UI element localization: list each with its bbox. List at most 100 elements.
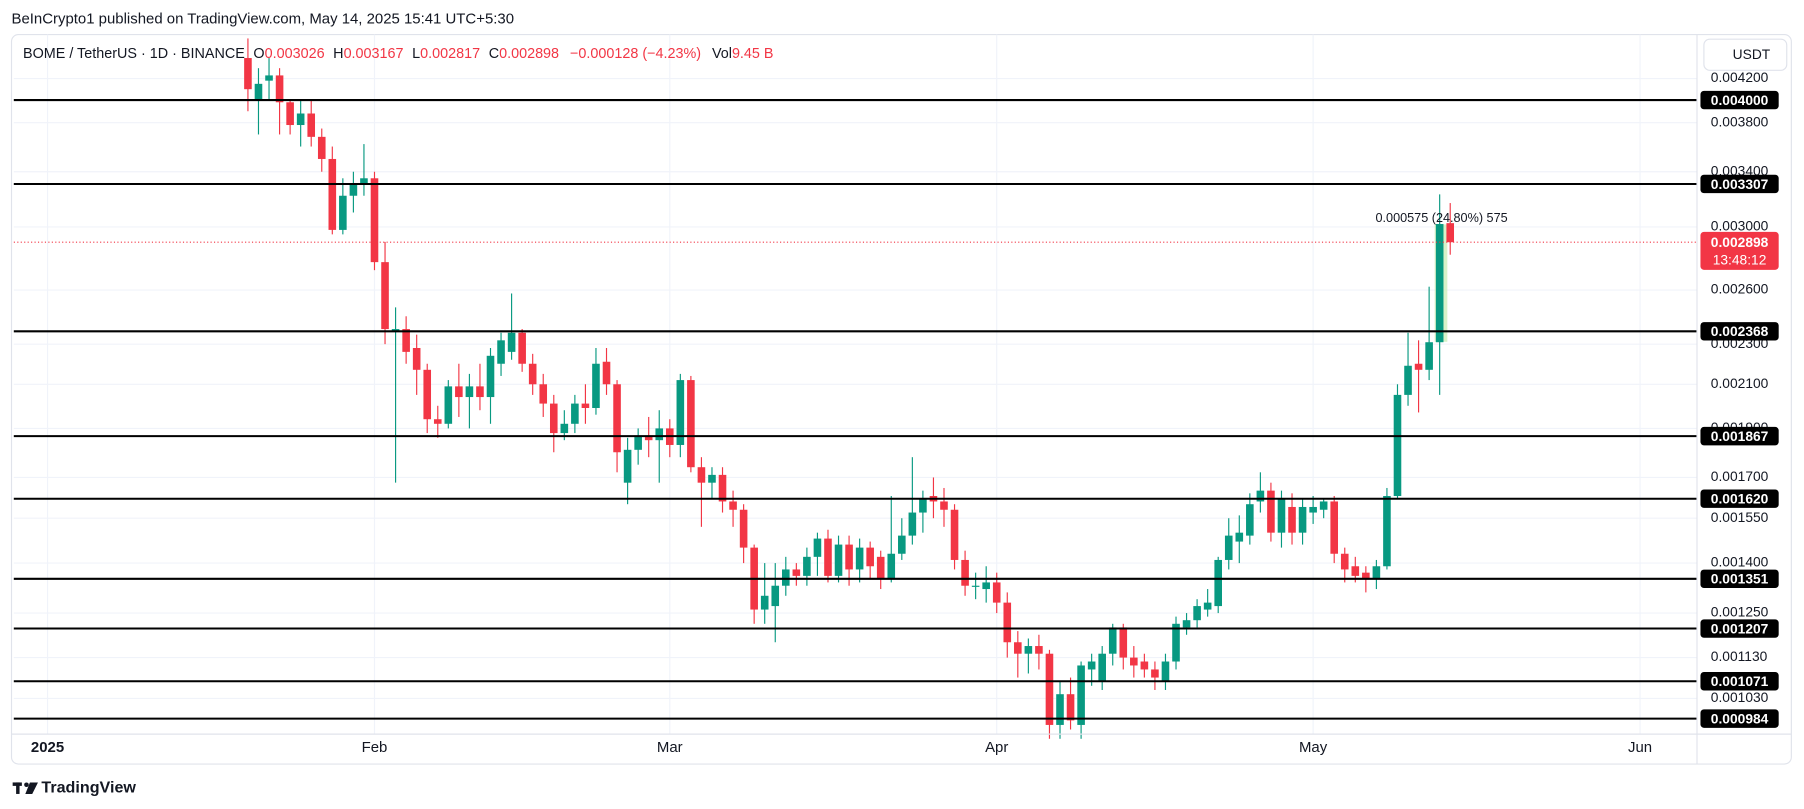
candle-body — [539, 384, 548, 404]
candle-body — [1087, 661, 1096, 670]
candle-body — [1193, 606, 1201, 621]
candle-body — [317, 136, 326, 159]
ohlc-key: H — [333, 46, 343, 62]
candle-body — [708, 474, 716, 483]
candle-body — [1340, 553, 1349, 570]
volume-value: 9.45 B — [732, 46, 774, 62]
candle-body — [845, 544, 853, 570]
candle-body — [1108, 627, 1117, 654]
last-price-box — [1700, 231, 1779, 270]
plot-area: 0.000575 (24.80%) 575 — [13, 38, 1698, 739]
level-label-box — [1700, 90, 1779, 110]
published-note: BeInCrypto1 published on TradingView.com… — [12, 11, 515, 28]
candle-body — [1372, 566, 1381, 580]
level-label-box — [1700, 322, 1779, 341]
candle-body — [507, 332, 516, 352]
ohlc-key: L — [412, 46, 420, 62]
level-label: 0.002368 — [1711, 324, 1769, 339]
candle-body — [1393, 394, 1402, 497]
ohlc-key: C — [489, 46, 499, 62]
candle-body — [296, 113, 305, 126]
ohlc-value: 0.002898 — [499, 46, 559, 62]
candle-body — [1319, 501, 1328, 510]
y-tick-label: 0.001130 — [1711, 649, 1768, 664]
candle-body — [1309, 506, 1317, 513]
candle-body — [644, 435, 653, 441]
level-label: 0.001071 — [1711, 674, 1769, 689]
y-tick-label: 0.001250 — [1711, 605, 1769, 620]
level-label-box — [1700, 569, 1779, 589]
logo-part — [16, 782, 20, 794]
candle-body — [391, 329, 400, 331]
x-tick-label: Jun — [1628, 739, 1652, 756]
level-label-box — [1700, 709, 1779, 728]
candle-body — [739, 509, 748, 548]
measure-annotation: 0.000575 (24.80%) 575 — [1376, 211, 1508, 225]
candle-body — [623, 449, 632, 483]
candle-body — [1182, 620, 1191, 628]
candle-body — [1277, 498, 1286, 533]
x-tick-label: Mar — [657, 739, 683, 756]
candle-body — [1446, 223, 1455, 243]
candle-body — [1003, 602, 1012, 643]
candle-body — [1066, 694, 1075, 721]
x-tick-label: May — [1299, 739, 1328, 756]
candle-body — [455, 386, 463, 398]
candle-body — [602, 361, 611, 385]
level-label: 0.001207 — [1711, 621, 1769, 636]
y-tick-label: 0.001030 — [1711, 690, 1769, 705]
candle-body — [655, 428, 664, 441]
candle-body — [1383, 496, 1391, 567]
candle-body — [813, 538, 822, 557]
candle-body — [940, 501, 948, 510]
candle-body — [1288, 506, 1296, 533]
candle-body — [244, 58, 252, 90]
level-label: 0.000984 — [1711, 711, 1769, 726]
y-tick-label: 0.003000 — [1711, 219, 1769, 234]
candle-body — [634, 435, 642, 450]
x-tick-label: Feb — [362, 739, 388, 756]
y-tick-label: 0.002600 — [1711, 282, 1769, 297]
candle-body — [1235, 532, 1244, 542]
candle-body — [328, 158, 337, 230]
candle-body — [528, 363, 537, 385]
volume-key: Vol — [712, 46, 732, 62]
candle-body — [866, 547, 874, 567]
candle-body — [1298, 506, 1307, 533]
ohlc-value: 0.003026 — [265, 46, 325, 62]
candle-body — [834, 544, 843, 576]
currency-label[interactable]: USDT — [1733, 47, 1771, 62]
candle-body — [1414, 363, 1423, 370]
ohlc-value: 0.003167 — [344, 46, 404, 62]
candle-body — [971, 585, 980, 587]
candle-body — [687, 380, 695, 468]
candle-body — [275, 75, 284, 103]
candle-body — [402, 329, 410, 352]
candle-body — [992, 582, 1001, 603]
candle-body — [876, 556, 885, 580]
candle-body — [1214, 559, 1222, 607]
last-price-label: 0.002898 — [1711, 235, 1769, 250]
currency-button[interactable] — [1703, 38, 1788, 71]
candle-body — [1151, 669, 1159, 678]
level-label: 0.001620 — [1711, 492, 1769, 507]
price-axis: 0.004200 0.003800 0.003400 0.003000 0.002600… — [31, 70, 1779, 756]
candle-body — [1045, 653, 1054, 725]
candle-body — [265, 75, 273, 81]
brand: TradingView — [41, 778, 136, 796]
y-tick-label: 0.001550 — [1711, 510, 1769, 525]
candle-body — [1404, 365, 1412, 395]
candle-body — [729, 501, 737, 510]
candle-body — [1351, 566, 1360, 576]
y-tick-label: 0.003800 — [1711, 114, 1769, 129]
candle-body — [433, 419, 442, 424]
y-tick-label: 0.001700 — [1711, 469, 1769, 484]
candle-body — [1056, 694, 1064, 725]
candle-body — [1035, 646, 1043, 654]
candle-body — [465, 386, 474, 398]
candle-body — [718, 474, 727, 502]
candle-body — [307, 113, 316, 137]
